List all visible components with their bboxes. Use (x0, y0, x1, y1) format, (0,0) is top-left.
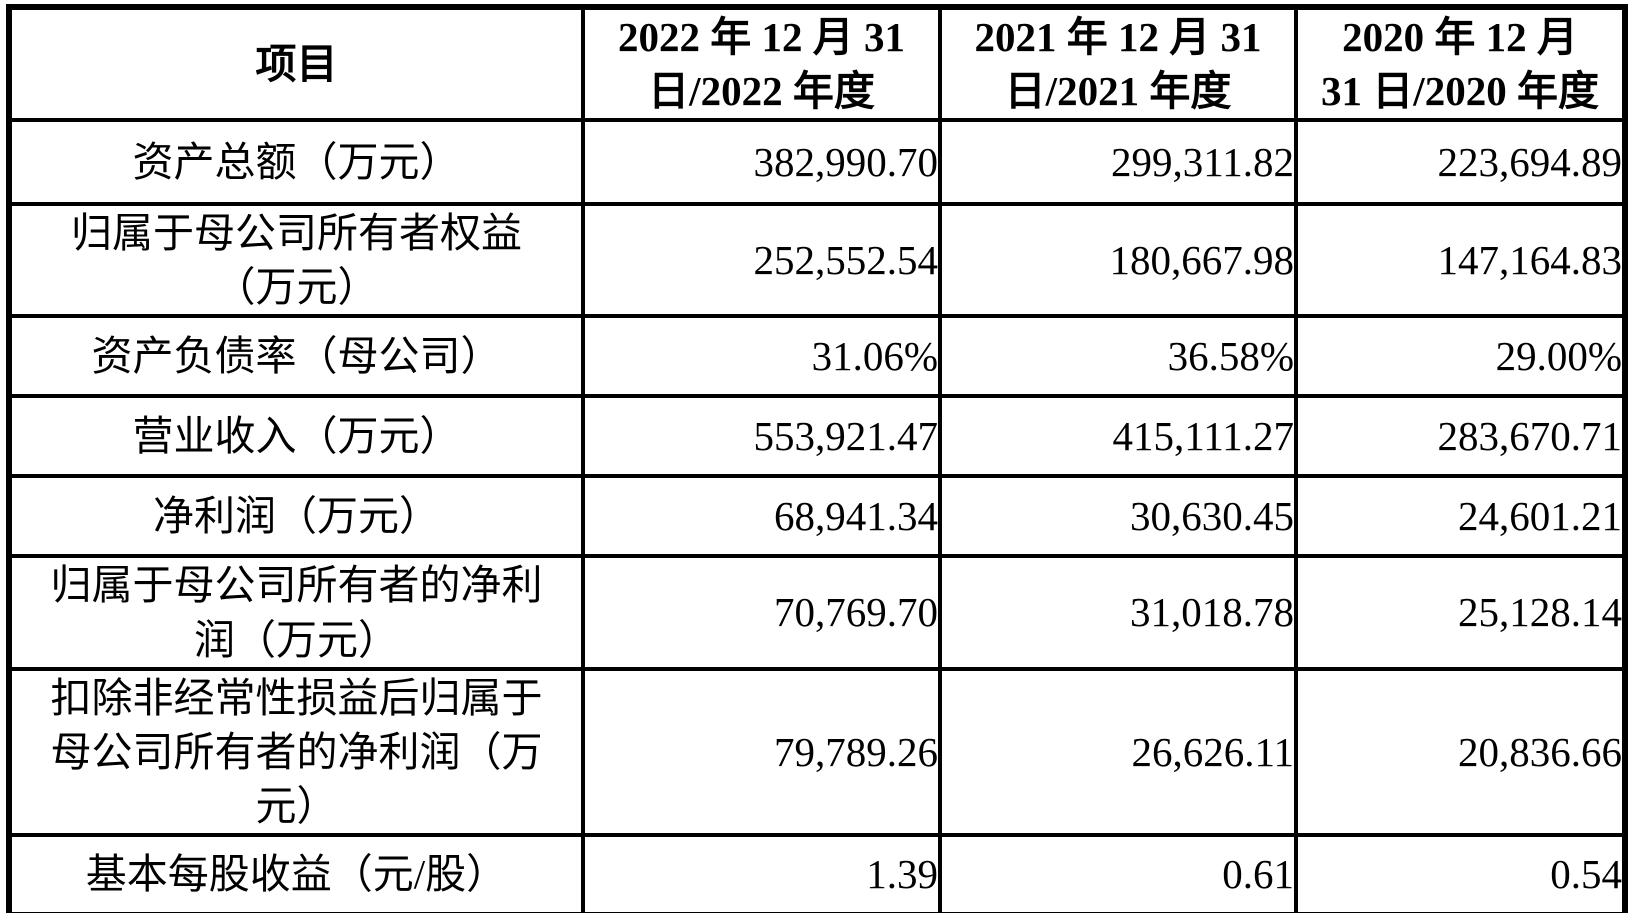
header-period-2020: 2020 年 12 月 31 日/2020 年度 (1294, 4, 1627, 123)
table-header-row: 项目 2022 年 12 月 31 日/2022 年度 2021 年 12 月 … (7, 4, 1627, 123)
metric-value-2021: 31,018.78 (938, 554, 1298, 671)
metric-value-2021: 299,311.82 (938, 118, 1298, 207)
table-row-parent-net-profit: 归属于母公司所有者的净利 润（万元） 70,769.70 31,018.78 2… (7, 554, 1627, 671)
metric-label: 基本每股收益（元/股） (7, 832, 585, 913)
table-row-deducted-net-profit: 扣除非经常性损益后归属于 母公司所有者的净利润（万 元） 79,789.26 2… (7, 666, 1627, 837)
metric-value-2020: 0.54 (1294, 832, 1627, 913)
metric-value-2021: 0.61 (938, 832, 1298, 913)
metric-value-2021: 180,667.98 (938, 202, 1298, 319)
metric-value-2020: 25,128.14 (1294, 554, 1627, 671)
metric-value-2022: 1.39 (581, 832, 942, 913)
metric-value-2021: 36.58% (938, 314, 1298, 399)
metric-value-2022: 68,941.34 (581, 474, 942, 559)
metric-value-2022: 252,552.54 (581, 202, 942, 319)
header-period-2021: 2021 年 12 月 31 日/2021 年度 (938, 4, 1298, 123)
metric-label: 资产负债率（母公司） (7, 314, 585, 399)
metric-value-2020: 29.00% (1294, 314, 1627, 399)
metric-value-2020: 147,164.83 (1294, 202, 1627, 319)
table-row-revenue: 营业收入（万元） 553,921.47 415,111.27 283,670.7… (7, 394, 1627, 479)
header-period-2022: 2022 年 12 月 31 日/2022 年度 (581, 4, 942, 123)
table-row-net-profit: 净利润（万元） 68,941.34 30,630.45 24,601.21 (7, 474, 1627, 559)
metric-value-2020: 24,601.21 (1294, 474, 1627, 559)
metric-label: 扣除非经常性损益后归属于 母公司所有者的净利润（万 元） (7, 666, 585, 837)
financial-summary-table: 项目 2022 年 12 月 31 日/2022 年度 2021 年 12 月 … (6, 4, 1628, 913)
metric-label: 资产总额（万元） (7, 118, 585, 207)
metric-label: 净利润（万元） (7, 474, 585, 559)
metric-value-2021: 26,626.11 (938, 666, 1298, 837)
metric-value-2020: 283,670.71 (1294, 394, 1627, 479)
metric-label: 归属于母公司所有者权益 （万元） (7, 202, 585, 319)
table-row-total-assets: 资产总额（万元） 382,990.70 299,311.82 223,694.8… (7, 118, 1627, 207)
metric-value-2022: 79,789.26 (581, 666, 942, 837)
table-row-parent-equity: 归属于母公司所有者权益 （万元） 252,552.54 180,667.98 1… (7, 202, 1627, 319)
metric-value-2020: 20,836.66 (1294, 666, 1627, 837)
metric-value-2021: 415,111.27 (938, 394, 1298, 479)
metric-value-2021: 30,630.45 (938, 474, 1298, 559)
header-item-label: 项目 (7, 4, 585, 123)
metric-value-2020: 223,694.89 (1294, 118, 1627, 207)
metric-label: 营业收入（万元） (7, 394, 585, 479)
metric-value-2022: 31.06% (581, 314, 942, 399)
metric-value-2022: 382,990.70 (581, 118, 942, 207)
metric-value-2022: 553,921.47 (581, 394, 942, 479)
table-row-basic-eps: 基本每股收益（元/股） 1.39 0.61 0.54 (7, 832, 1627, 913)
metric-label: 归属于母公司所有者的净利 润（万元） (7, 554, 585, 671)
metric-value-2022: 70,769.70 (581, 554, 942, 671)
table-row-debt-ratio: 资产负债率（母公司） 31.06% 36.58% 29.00% (7, 314, 1627, 399)
